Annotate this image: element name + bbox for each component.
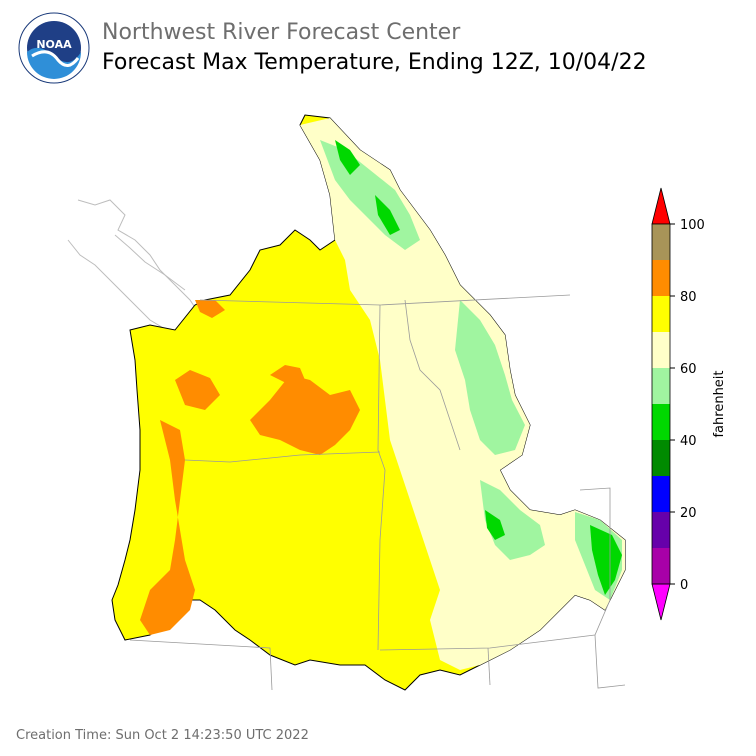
zone-80-90-willamette (140, 420, 195, 635)
colorbar-tick-label: 60 (680, 362, 697, 377)
colorbar-tick-label: 20 (680, 506, 697, 521)
zone-80-90-puget (175, 370, 220, 410)
forecast-basin (111, 114, 626, 691)
colorbar-tick-label: 80 (680, 290, 697, 305)
colorbar-tick-label: 0 (680, 578, 688, 593)
state-boundaries (129, 294, 626, 691)
colorbar-segment-20-30 (652, 476, 670, 512)
creation-time: Creation Time: Sun Oct 2 14:23:50 UTC 20… (16, 728, 309, 743)
colorbar-tick: 20 (670, 506, 697, 521)
colorbar-segment-80-90 (652, 260, 670, 296)
colorbar-segment-50-60 (652, 368, 670, 404)
org-title: Northwest River Forecast Center (102, 20, 461, 45)
colorbar-tick: 40 (670, 434, 697, 449)
zone-40-50-north (335, 140, 360, 175)
colorbar-tick: 60 (670, 362, 697, 377)
colorbar-outline (651, 223, 671, 585)
colorbar-segment-90-100 (652, 224, 670, 260)
colorbar-segment-60-70 (652, 332, 670, 368)
colorbar-segment-40-50 (652, 404, 670, 440)
colorbar-tick: 80 (670, 290, 697, 305)
colorbar-segment-30-40 (652, 440, 670, 476)
colorbar-tick-label: 40 (680, 434, 697, 449)
noaa-logo-text: NOAA (36, 38, 72, 51)
zone-40-50-tetons (590, 525, 622, 595)
zone-60-70-east (300, 118, 625, 670)
colorbar-segment-10-20 (652, 512, 670, 548)
colorbar-label: fahrenheit (712, 370, 727, 437)
zone-80-90-yakima (270, 365, 305, 385)
zone-40-50-sawtooth (485, 510, 505, 540)
zone-50-60-idaho (455, 300, 525, 455)
colorbar-segment-above-100 (651, 187, 671, 225)
colorbar-tick: 0 (670, 578, 688, 593)
zone-80-90-columbia-basin (250, 375, 360, 455)
zone-40-50-bitterroot (375, 195, 400, 235)
colorbar-legend: 0 20 40 60 80 100 fahrenheit (651, 187, 727, 621)
noaa-logo-icon: NOAA (18, 12, 90, 84)
colorbar-segment-below-0 (651, 583, 671, 621)
colorbar-tick-label: 100 (680, 218, 705, 233)
colorbar-segment-70-80 (652, 296, 670, 332)
colorbar-tick: 100 (670, 218, 705, 233)
zone-50-60-southeast (480, 480, 545, 560)
map-title: Forecast Max Temperature, Ending 12Z, 10… (102, 50, 647, 75)
colorbar-segment-0-10 (652, 548, 670, 584)
zone-80-90-northeast-wa (195, 300, 225, 318)
